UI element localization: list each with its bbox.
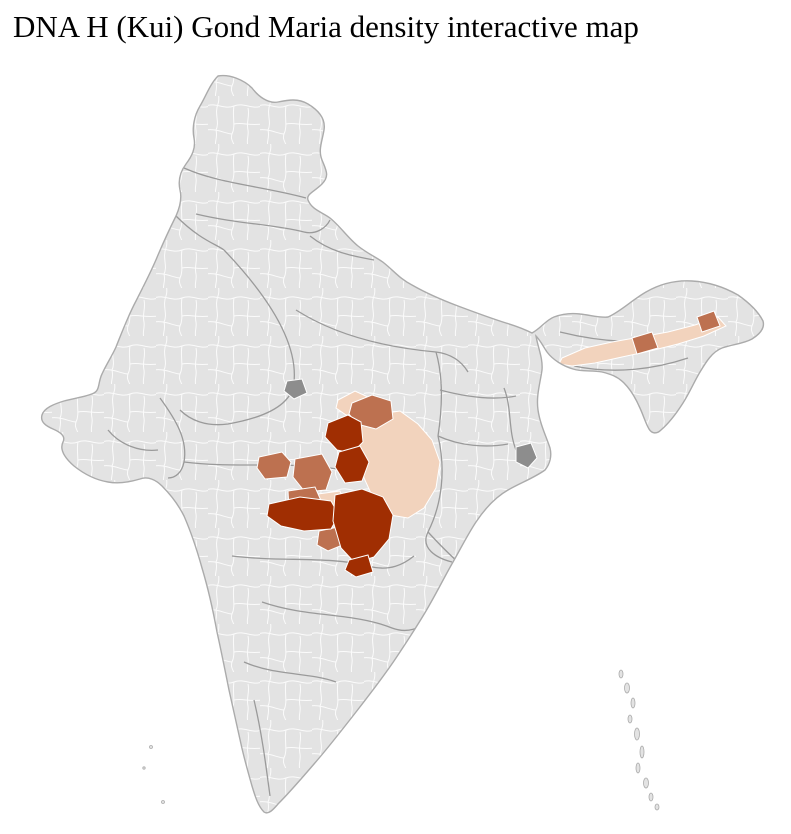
medium-density-districts[interactable] xyxy=(256,310,721,552)
page-title: DNA H (Kui) Gond Maria density interacti… xyxy=(13,9,639,44)
district-medium[interactable] xyxy=(348,394,394,430)
district-high[interactable] xyxy=(266,496,340,532)
district-metro[interactable] xyxy=(515,442,538,469)
district-medium-assam[interactable] xyxy=(696,310,721,333)
district-high[interactable] xyxy=(344,554,374,578)
island-districts[interactable] xyxy=(142,669,660,811)
district-medium[interactable] xyxy=(256,451,292,480)
district-high[interactable] xyxy=(332,488,394,564)
district-high[interactable] xyxy=(334,445,370,484)
district-metro[interactable] xyxy=(283,378,308,400)
high-density-districts[interactable] xyxy=(266,414,394,578)
district-medium[interactable] xyxy=(292,453,333,493)
district-medium-assam[interactable] xyxy=(631,331,659,355)
district-low[interactable] xyxy=(357,410,441,519)
metro-districts[interactable] xyxy=(283,378,538,469)
